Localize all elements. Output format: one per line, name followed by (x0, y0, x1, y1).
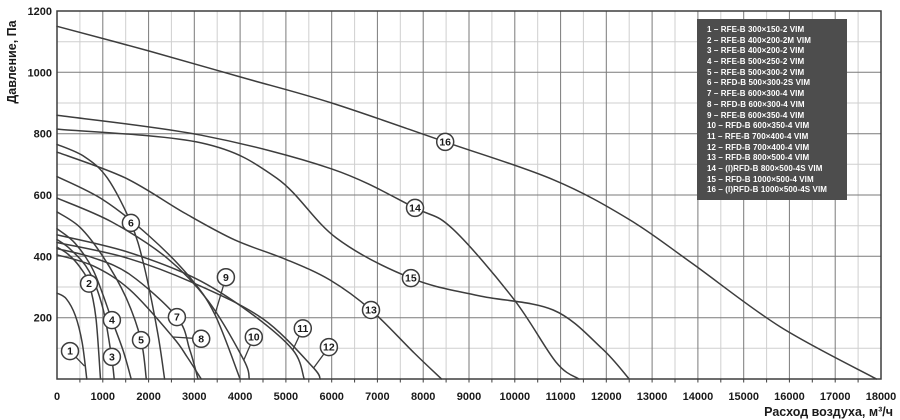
svg-text:6: 6 (128, 218, 134, 230)
y-axis-title: Давление, Па (5, 19, 19, 103)
curve-label-1: 1 (60, 341, 85, 367)
svg-text:16000: 16000 (774, 391, 805, 403)
svg-text:600: 600 (34, 190, 52, 202)
legend-item-14: 14 – (I)RFD-B 800×500-4S VIM (707, 163, 823, 173)
legend-item-7: 7 – RFE-B 600×300-4 VIM (707, 89, 805, 99)
legend-item-6: 6 – RFD-B 500×300-2S VIM (707, 78, 811, 88)
svg-text:9000: 9000 (457, 391, 481, 403)
curve-10 (56, 197, 251, 380)
legend-item-12: 12 – RFD-B 700×400-4 VIM (707, 142, 810, 152)
svg-text:6000: 6000 (319, 391, 343, 403)
svg-text:8000: 8000 (411, 391, 435, 403)
curve-label-5: 5 (131, 330, 151, 350)
svg-text:1000: 1000 (28, 67, 52, 79)
svg-text:800: 800 (34, 129, 52, 141)
svg-text:9: 9 (223, 272, 229, 284)
svg-text:12000: 12000 (591, 391, 622, 403)
svg-text:5000: 5000 (274, 391, 298, 403)
curve-label-13: 13 (361, 300, 381, 320)
svg-text:13000: 13000 (637, 391, 668, 403)
svg-text:14000: 14000 (683, 391, 714, 403)
curve-label-6: 6 (121, 213, 141, 233)
svg-text:16: 16 (439, 137, 451, 149)
curve-12 (56, 241, 321, 380)
legend-item-9: 9 – RFE-B 600×350-4 VIM (707, 110, 805, 120)
curve-label-9: 9 (214, 267, 236, 315)
svg-text:200: 200 (34, 313, 52, 325)
legend: 1 – RFE-B 300×150-2 VIM 2 – RFE-B 400×200… (697, 19, 847, 200)
curve-label-10: 10 (243, 327, 264, 361)
svg-text:17000: 17000 (820, 391, 851, 403)
curve-7 (56, 247, 199, 380)
curve-8 (56, 254, 202, 380)
svg-text:3000: 3000 (182, 391, 206, 403)
svg-text:3: 3 (109, 352, 115, 364)
svg-text:7: 7 (174, 312, 180, 324)
curve-label-16: 16 (435, 132, 455, 152)
svg-text:4: 4 (109, 315, 115, 327)
svg-text:8: 8 (198, 333, 204, 345)
curve-15 (56, 128, 630, 380)
legend-item-11: 11 – RFE-B 700×400-4 VIM (707, 131, 809, 141)
svg-text:4000: 4000 (228, 391, 252, 403)
svg-text:12: 12 (323, 342, 335, 354)
legend-item-4: 4 – RFE-B 500×250-2 VIM (707, 57, 805, 67)
curve-label-2: 2 (79, 274, 99, 293)
x-tick-labels: 0 1000 2000 3000 4000 5000 6000 7000 8000 9000 100… (54, 391, 896, 403)
svg-text:18000: 18000 (866, 391, 897, 403)
legend-item-10: 10 – RFD-B 600×350-4 VIM (707, 121, 810, 131)
curve-2 (56, 246, 102, 380)
svg-text:13: 13 (365, 305, 377, 317)
curve-16 (56, 25, 878, 380)
x-axis-minor-ticks (79, 379, 859, 383)
svg-text:14: 14 (409, 203, 421, 215)
legend-item-8: 8 – RFD-B 600×300-4 VIM (707, 99, 805, 109)
svg-text:400: 400 (34, 251, 52, 263)
legend-item-5: 5 – RFE-B 500×300-2 VIM (707, 67, 805, 77)
curve-9 (56, 175, 241, 380)
svg-text:15: 15 (405, 273, 417, 285)
curve-label-7: 7 (167, 307, 187, 327)
legend-item-13: 13 – RFD-B 800×500-4 VIM (707, 153, 810, 163)
svg-text:5: 5 (138, 335, 144, 347)
curves (56, 25, 878, 380)
legend-item-2: 2 – RFE-B 400×200-2M VIM (707, 35, 811, 45)
curve-11 (56, 234, 305, 380)
svg-text:10: 10 (248, 332, 260, 344)
legend-item-15: 15 – RFD-B 1000×500-4 VIM (707, 174, 814, 184)
curve-label-14: 14 (405, 198, 425, 218)
curve-label-12: 12 (312, 337, 339, 369)
curve-label-8: 8 (172, 329, 211, 349)
svg-text:11: 11 (297, 323, 308, 335)
svg-text:2000: 2000 (136, 391, 160, 403)
svg-text:0: 0 (54, 391, 60, 403)
svg-text:15000: 15000 (728, 391, 759, 403)
curve-1 (56, 292, 88, 380)
svg-text:11000: 11000 (546, 391, 576, 403)
curve-label-15: 15 (401, 268, 421, 288)
curve-label-4: 4 (102, 310, 122, 330)
curve-13 (56, 151, 443, 380)
legend-item-3: 3 – RFE-B 400×200-2 VIM (707, 46, 805, 56)
legend-item-1: 1 – RFE-B 300×150-2 VIM (707, 25, 805, 34)
curve-label-3: 3 (102, 347, 122, 367)
x-axis-title: Расход воздуха, м³/ч (764, 405, 893, 419)
legend-item-16: 16 – (I)RFD-B 1000×500-4S VIM (707, 185, 828, 195)
curve-label-11: 11 (292, 319, 313, 351)
curve-4 (56, 227, 132, 380)
y-tick-labels: 200 400 600 800 1000 1200 (28, 6, 52, 325)
svg-text:7000: 7000 (365, 391, 389, 403)
svg-text:2: 2 (86, 278, 92, 290)
svg-text:10000: 10000 (500, 391, 531, 403)
svg-text:1200: 1200 (28, 6, 52, 18)
svg-text:1000: 1000 (91, 391, 115, 403)
svg-text:1: 1 (67, 346, 73, 358)
